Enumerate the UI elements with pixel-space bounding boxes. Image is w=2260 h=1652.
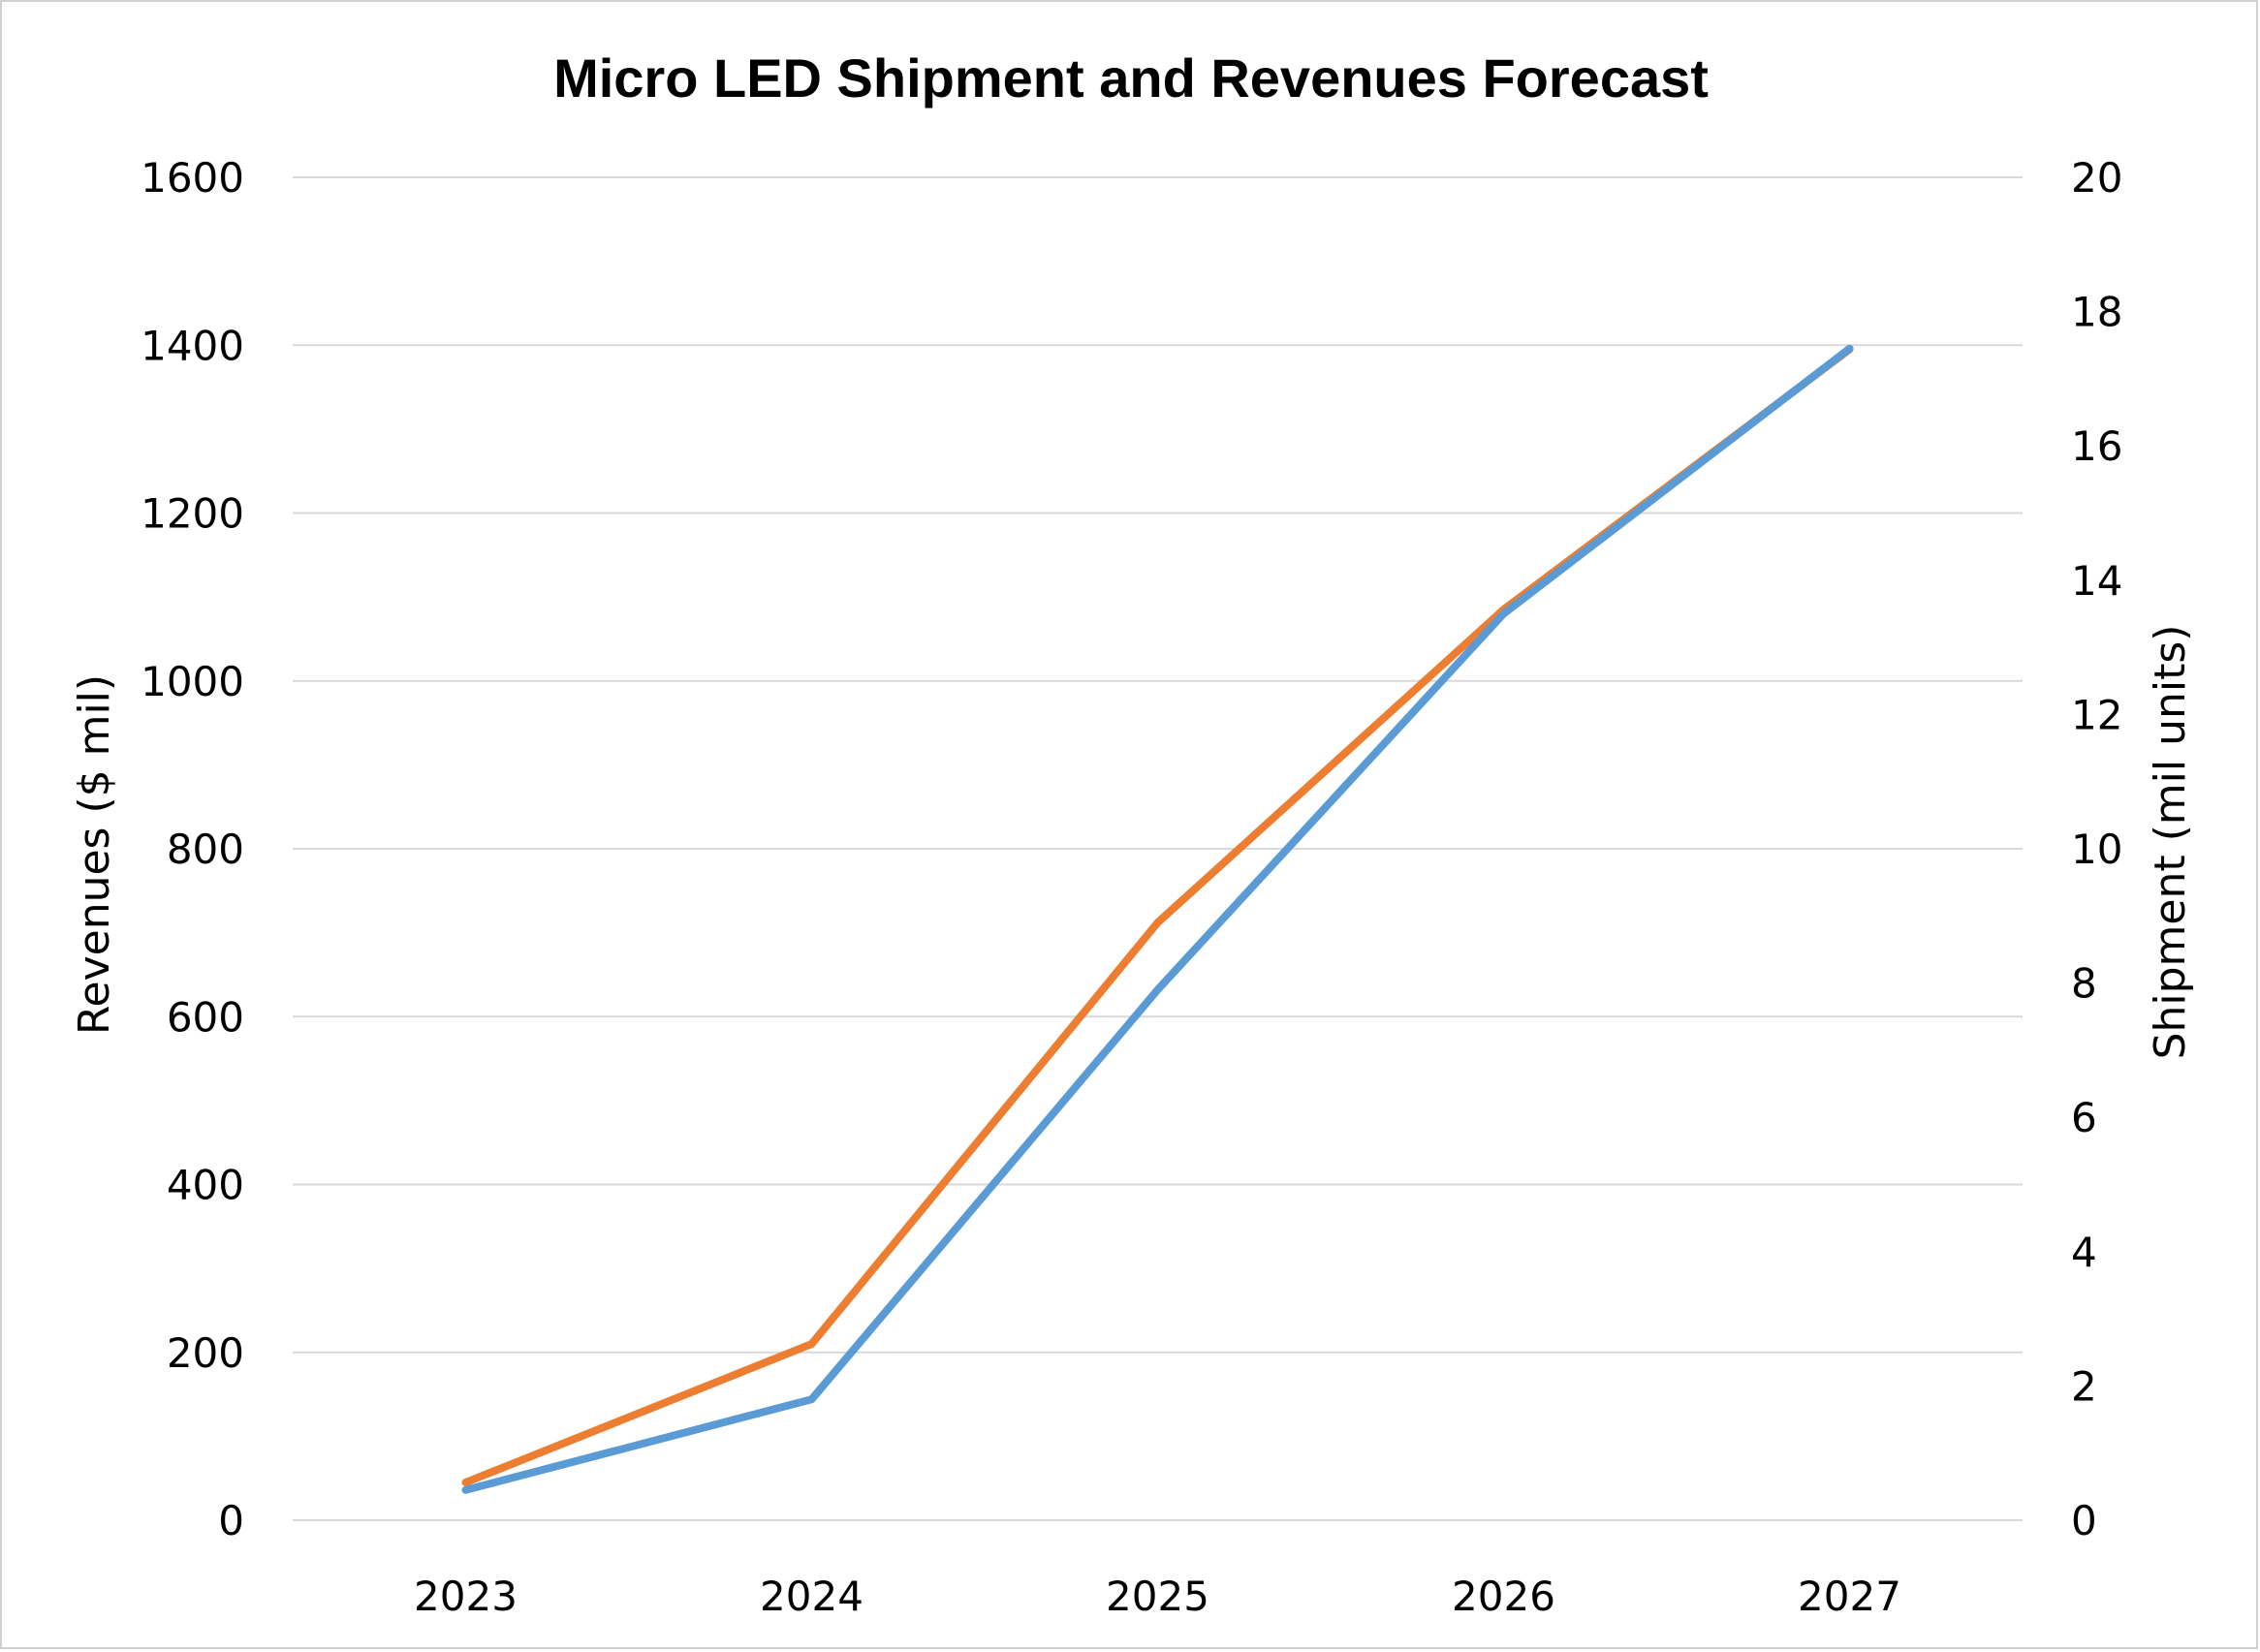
left-tick-label: 0: [218, 1497, 244, 1544]
gridlines: [293, 176, 2023, 1521]
right-tick-label: 0: [2071, 1497, 2097, 1544]
series-lines: [461, 344, 1854, 1494]
left-tick-label: 600: [167, 993, 244, 1041]
left-tick-label: 800: [167, 826, 244, 873]
right-tick-label: 18: [2071, 289, 2122, 336]
x-tick-label: 2026: [1452, 1573, 1555, 1620]
right-axis-ticks: 0 2 4 6 8 10 12 14 16 18 20: [2071, 154, 2122, 1544]
right-tick-label: 2: [2071, 1362, 2097, 1410]
right-axis-label: Shipment (mil units): [2146, 625, 2195, 1060]
x-tick-label: 2027: [1798, 1573, 1901, 1620]
left-tick-label: 200: [167, 1329, 244, 1377]
x-tick-label: 2024: [760, 1573, 863, 1620]
x-tick-label: 2025: [1106, 1573, 1209, 1620]
right-tick-label: 16: [2071, 422, 2122, 470]
left-axis-ticks: 0 200 400 600 800 1000 1200 1400 1600: [141, 154, 244, 1544]
right-tick-label: 8: [2071, 960, 2097, 1008]
left-tick-label: 1600: [141, 154, 244, 202]
x-tick-label: 2023: [414, 1573, 518, 1620]
series-line-revenues: [461, 345, 1854, 1487]
right-tick-label: 20: [2071, 154, 2122, 202]
left-tick-label: 1400: [141, 322, 244, 369]
left-tick-label: 1000: [141, 658, 244, 705]
right-tick-label: 10: [2071, 826, 2122, 873]
right-tick-label: 12: [2071, 691, 2122, 738]
right-tick-label: 14: [2071, 557, 2122, 605]
right-tick-label: 6: [2071, 1094, 2097, 1141]
left-tick-label: 400: [167, 1162, 244, 1209]
right-tick-label: 4: [2071, 1229, 2097, 1276]
left-axis-label: Revenues ($ mil): [70, 674, 119, 1035]
left-tick-label: 1200: [141, 490, 244, 538]
series-line-shipment: [461, 344, 1854, 1494]
x-axis-ticks: 2023 2024 2025 2026 2027: [414, 1573, 1901, 1620]
chart-title: Micro LED Shipment and Revenues Forecast: [553, 47, 1709, 109]
